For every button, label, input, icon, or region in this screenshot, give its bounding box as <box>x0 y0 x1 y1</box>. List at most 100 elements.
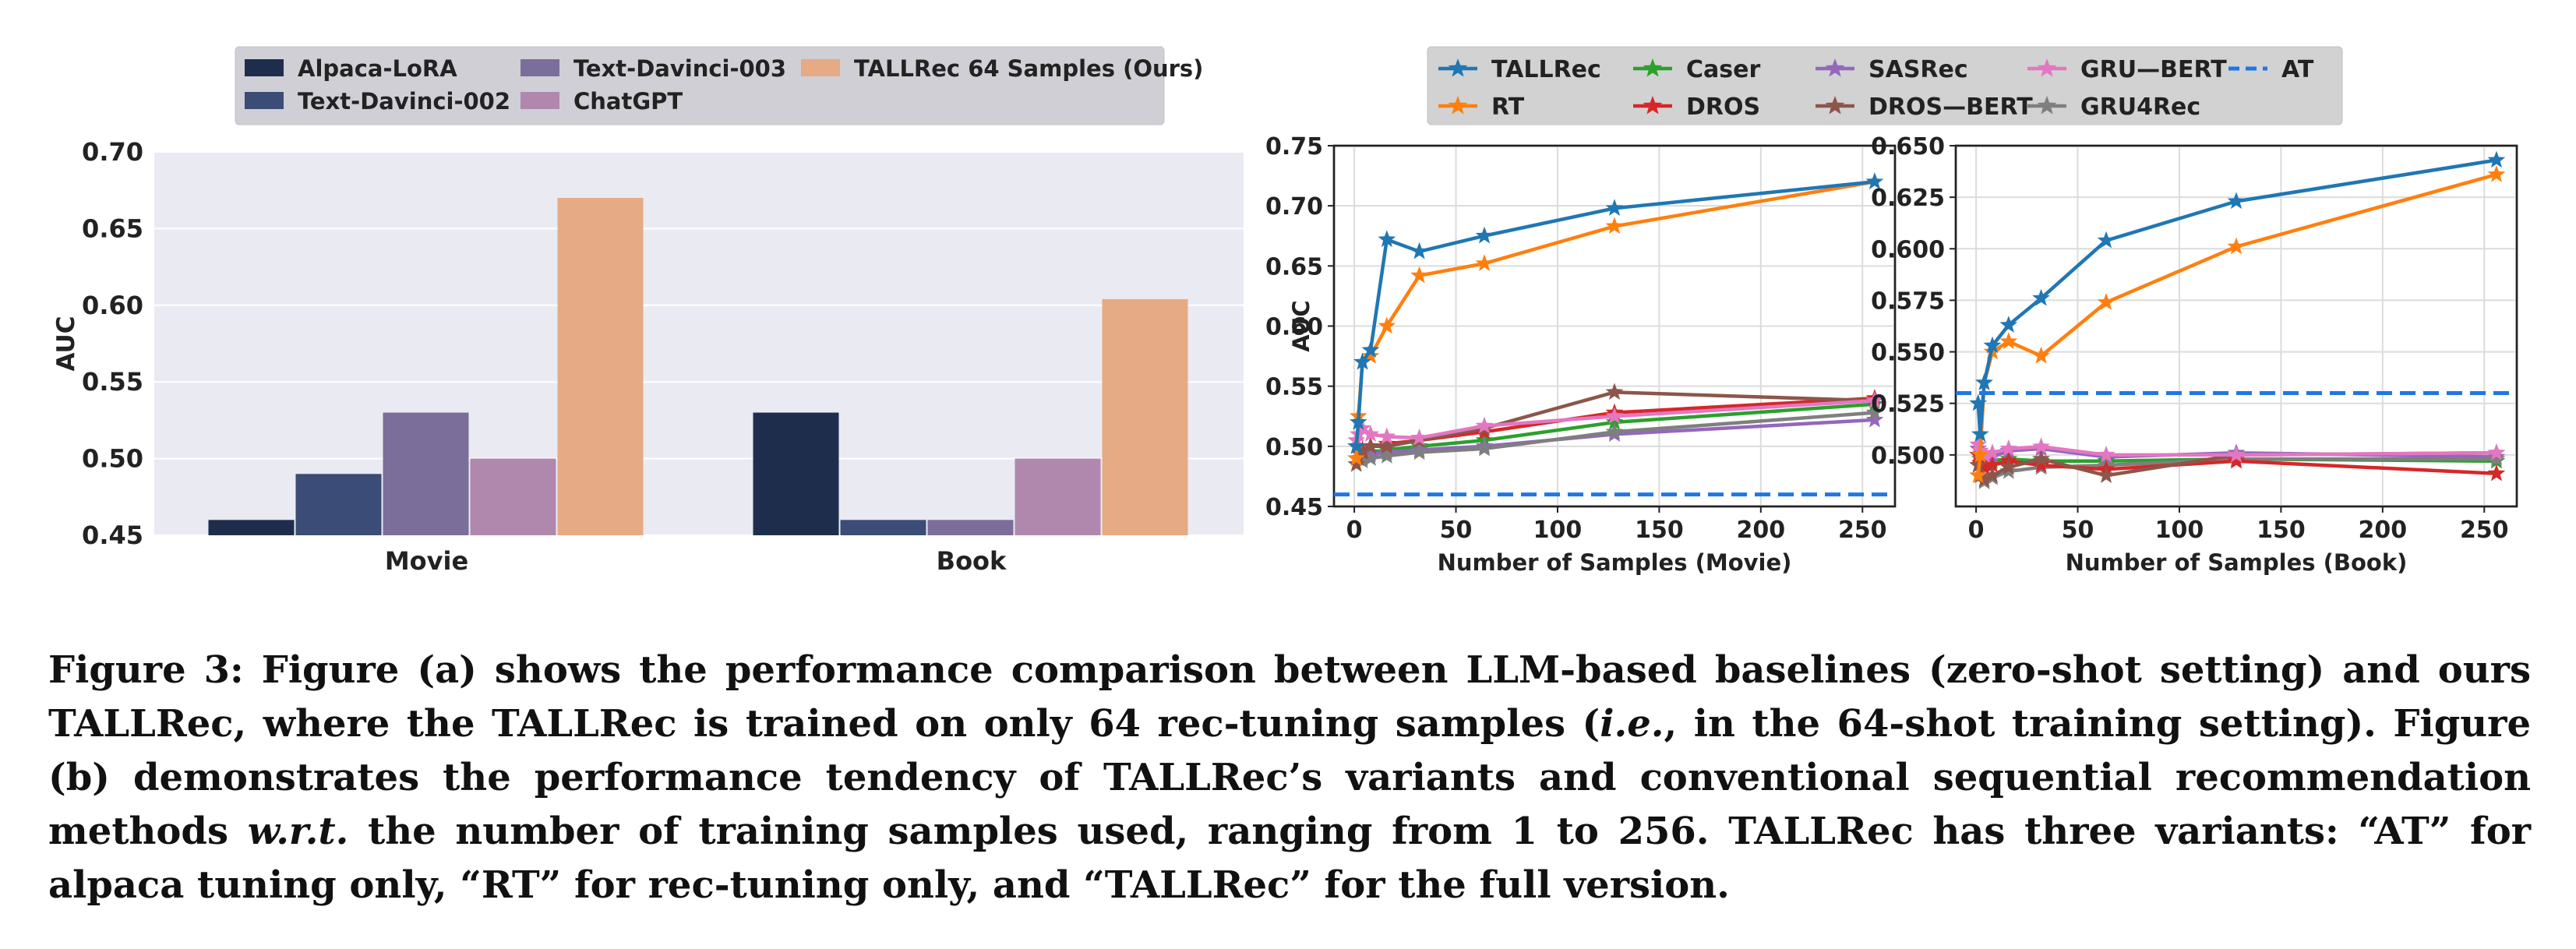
book-marker-dros-bert <box>1975 470 1993 488</box>
book-marker-dros-bert <box>2032 450 2050 467</box>
movie-ytick-label: 0.50 <box>1265 434 1323 461</box>
bar-text-davinci-003-book <box>927 520 1014 535</box>
book-ytick-label: 0.500 <box>1871 443 1945 470</box>
bar-ytick-label: 0.50 <box>82 444 143 474</box>
movie-marker-gru-bert <box>1865 391 1884 408</box>
book-marker-dros <box>1975 457 1993 475</box>
book-marker-gru4rec <box>2487 450 2506 467</box>
line-legend-label-caser: Caser <box>1686 56 1760 83</box>
book-marker-gru-bert <box>2487 443 2506 460</box>
bar-legend-swatch <box>245 92 284 109</box>
book-marker-dros <box>2487 464 2506 482</box>
line-legend-label-sasrec: SASRec <box>1868 56 1968 83</box>
bar-ytick-label: 0.65 <box>82 213 143 243</box>
bar-legend-swatch <box>245 59 284 76</box>
book-marker-gru-bert <box>1969 435 1988 453</box>
movie-marker-rt <box>1605 217 1624 235</box>
book-ytick-label: 0.625 <box>1871 185 1945 212</box>
movie-frame <box>1332 144 1897 508</box>
book-marker-dros <box>2227 451 2246 469</box>
book-marker-gru-bert <box>1999 439 2018 457</box>
book-xtick-label: 50 <box>2062 517 2094 544</box>
book-marker-dros-bert <box>1999 457 2018 475</box>
bar-legend-box <box>235 46 1165 125</box>
book-marker-rt <box>2227 237 2246 255</box>
book-marker-tallrec <box>1971 425 1989 443</box>
movie-marker-rt <box>1378 316 1396 334</box>
movie-marker-gru4rec <box>1353 451 1371 469</box>
book-marker-dros <box>2032 456 2050 473</box>
bar-text-davinci-002-movie <box>295 474 382 535</box>
book-xlabel: Number of Samples (Book) <box>2066 549 2408 576</box>
line-legend-marker-rt <box>1448 96 1468 115</box>
movie-marker-gru-bert <box>1475 416 1494 434</box>
movie-marker-rt <box>1361 347 1380 364</box>
bar-ytick-label: 0.60 <box>82 291 143 320</box>
line-legend-marker-tallrec <box>1448 58 1468 77</box>
book-xtick-label: 200 <box>2359 517 2408 544</box>
bar-chatgpt-movie <box>470 458 556 535</box>
bar-ytick-label: 0.70 <box>82 137 143 167</box>
movie-marker-gru-bert <box>1605 407 1624 424</box>
book-marker-tallrec <box>2032 288 2050 306</box>
bar-ylabel: AUC <box>52 316 80 372</box>
book-ytick-label: 0.600 <box>1871 236 1945 263</box>
line-legend-marker-dros-bert <box>1825 96 1845 115</box>
movie-marker-gru4rec <box>1410 443 1428 460</box>
movie-marker-gru-bert <box>1410 429 1428 446</box>
movie-marker-gru4rec <box>1475 439 1494 457</box>
movie-ytick-label: 0.45 <box>1265 494 1323 521</box>
movie-marker-gru4rec <box>1865 403 1884 421</box>
line-legend-marker-dros <box>1643 96 1663 115</box>
book-marker-gru-bert <box>1983 443 2002 460</box>
book-marker-rt <box>1999 332 2018 350</box>
movie-marker-tallrec <box>1347 436 1366 454</box>
book-ytick-label: 0.525 <box>1871 391 1945 418</box>
book-marker-rt <box>1969 466 1988 483</box>
movie-ytick-label: 0.60 <box>1265 314 1323 341</box>
book-marker-rt <box>2487 165 2506 182</box>
movie-marker-dros-bert <box>1378 436 1396 454</box>
bar-text-davinci-002-book <box>840 520 926 535</box>
movie-marker-gru4rec <box>1605 422 1624 439</box>
bar-legend-label: TALLRec 64 Samples (Ours) <box>854 55 1203 82</box>
line-legend-label-dros-bert: DROS—BERT <box>1868 93 2033 121</box>
book-marker-tallrec <box>2227 192 2246 210</box>
book-marker-rt <box>2097 293 2115 310</box>
bar-ytick-label: 0.55 <box>82 367 143 397</box>
book-marker-rt <box>1971 445 1989 463</box>
figure-caption: Figure 3: Figure (a) shows the performan… <box>48 644 2531 912</box>
movie-xtick-label: 50 <box>1440 517 1473 544</box>
line-legend-marker-caser <box>1643 58 1663 77</box>
book-ytick-label: 0.575 <box>1871 288 1945 315</box>
caption-part-3: the number of training samples used, ran… <box>48 810 2531 907</box>
line-legend-label-at: AT <box>2281 56 2314 83</box>
book-marker-tallrec <box>2097 231 2115 249</box>
book-marker-tallrec <box>1975 373 1993 390</box>
movie-marker-dros-bert <box>1361 436 1380 454</box>
movie-xtick-label: 150 <box>1635 517 1684 544</box>
movie-marker-sasrec <box>1865 410 1884 428</box>
caption-part-1: Figure 3: Figure (a) shows the performan… <box>48 648 2531 746</box>
movie-xtick-label: 100 <box>1533 517 1583 544</box>
movie-marker-tallrec <box>1378 230 1396 248</box>
book-marker-rt <box>2032 346 2050 364</box>
bar-tallrec-64-samples-ours-movie <box>557 198 644 536</box>
book-ytick-label: 0.650 <box>1871 133 1945 161</box>
movie-marker-gru-bert <box>1378 427 1396 445</box>
figure-3: 0.45 0.50 0.55 0.60 0.65 0.70 AUC Movie Book Alpa… <box>52 46 2518 576</box>
movie-marker-tallrec <box>1410 242 1428 259</box>
bar-chatgpt-book <box>1015 458 1101 535</box>
movie-marker-gru4rec <box>1378 446 1396 464</box>
bar-alpaca-lora-book <box>753 412 839 535</box>
movie-xtick-label: 0 <box>1346 517 1363 544</box>
movie-marker-tallrec <box>1475 226 1494 244</box>
line-legend-label-gru4rec: GRU4Rec <box>2080 93 2200 121</box>
movie-marker-caser <box>1605 413 1624 430</box>
book-xtick-label: 150 <box>2257 517 2306 544</box>
line-legend-label-gru-bert: GRU—BERT <box>2080 56 2227 83</box>
bar-legend-label: Alpaca-LoRA <box>298 55 457 82</box>
movie-marker-gru-bert <box>1361 425 1380 443</box>
movie-marker-rt <box>1475 254 1494 271</box>
movie-marker-tallrec <box>1605 199 1624 216</box>
